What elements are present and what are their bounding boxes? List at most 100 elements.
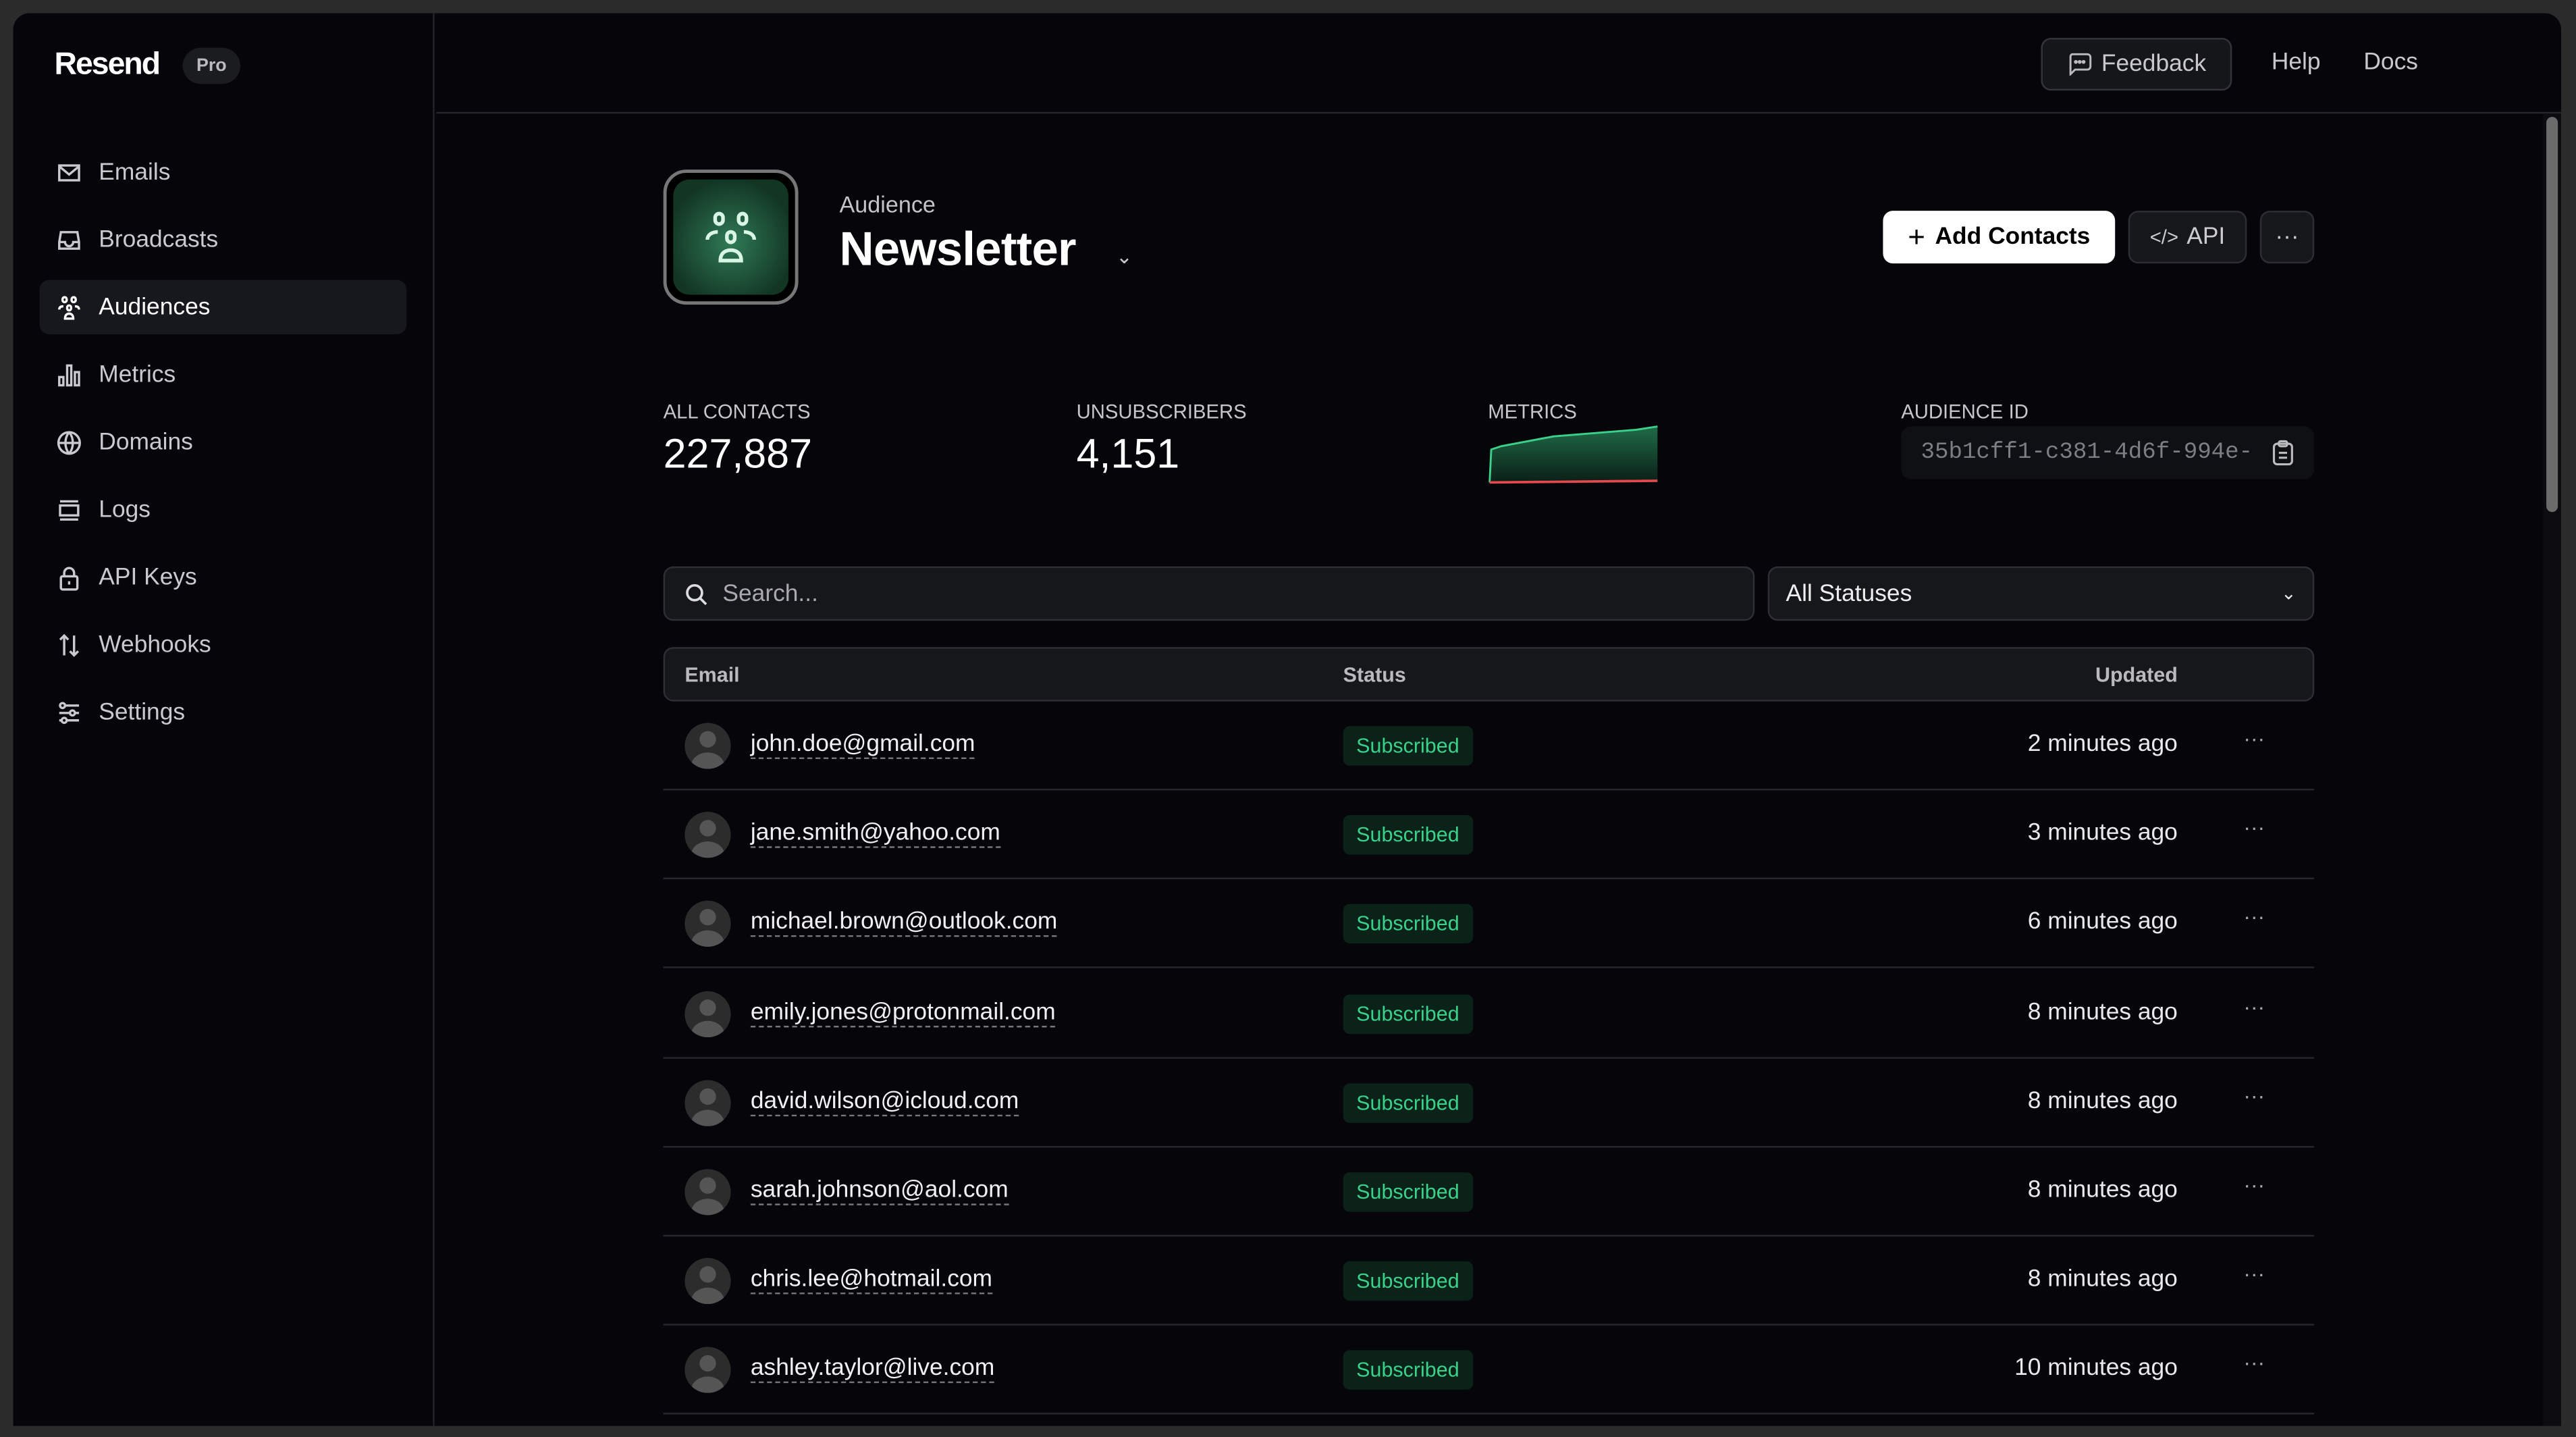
table-row[interactable]: ashley.taylor@live.com Subscribed 10 minut… xyxy=(663,1326,2315,1415)
more-options-button[interactable]: ··· xyxy=(2259,211,2315,264)
table-row[interactable]: john.doe@gmail.com Subscribed 2 minutes ag… xyxy=(663,702,2315,791)
audience-name: Newsletter xyxy=(839,224,1077,277)
unsubscribers-value: 4,151 xyxy=(1076,431,1180,478)
sparkline-subscribed-line xyxy=(1488,425,1658,483)
plus-icon: + xyxy=(1908,219,1925,253)
row-more-options-icon[interactable]: ··· xyxy=(2243,1351,2265,1376)
sliders-icon xyxy=(59,701,80,723)
sidebar-item-label: Audiences xyxy=(99,294,211,321)
help-link[interactable]: Help xyxy=(2271,49,2321,76)
contact-email-link[interactable]: john.doe@gmail.com xyxy=(750,731,975,760)
contact-email-link[interactable]: michael.brown@outlook.com xyxy=(750,910,1058,938)
sidebar-item-label: Logs xyxy=(99,496,151,523)
sidebar-item-label: Emails xyxy=(99,159,171,186)
sidebar-item-label: Broadcasts xyxy=(99,226,219,253)
table-row[interactable]: jane.smith@yahoo.com Subscribed 3 minutes … xyxy=(663,791,2315,880)
row-more-options-icon[interactable]: ··· xyxy=(2243,815,2265,840)
sidebar-item-emails[interactable]: Emails xyxy=(40,145,407,199)
search-placeholder: Search... xyxy=(722,580,818,607)
sidebar-item-api-keys[interactable]: API Keys xyxy=(40,550,407,604)
sparkline-area xyxy=(1489,426,1658,483)
scrollbar-track[interactable] xyxy=(2543,113,2561,1426)
users-icon xyxy=(58,295,80,319)
metrics-label: METRICS xyxy=(1488,400,1577,423)
sidebar-item-audiences[interactable]: Audiences xyxy=(39,280,407,334)
sidebar-item-domains[interactable]: Domains xyxy=(40,415,407,469)
table-row[interactable]: michael.brown@outlook.com Subscribed 6 min… xyxy=(663,880,2315,969)
search-icon xyxy=(686,583,707,604)
audience-id-label: AUDIENCE ID xyxy=(1901,400,2029,423)
column-updated[interactable]: Updated xyxy=(2095,663,2178,687)
contact-email-link[interactable]: emily.jones@protonmail.com xyxy=(750,999,1056,1027)
sparkline-unsubscribed-line xyxy=(1489,479,1658,484)
avatar xyxy=(685,812,731,858)
contact-email-link[interactable]: david.wilson@icloud.com xyxy=(750,1088,1019,1116)
row-more-options-icon[interactable]: ··· xyxy=(2243,1082,2265,1108)
table-row[interactable]: sarah.johnson@aol.com Subscribed 8 minutes… xyxy=(663,1147,2315,1237)
column-email[interactable]: Email xyxy=(685,663,740,687)
inbox-icon xyxy=(58,230,80,249)
message-icon xyxy=(2068,53,2091,76)
row-more-options-icon[interactable]: ··· xyxy=(2243,726,2265,751)
all-contacts-value: 227,887 xyxy=(663,431,812,478)
row-more-options-icon[interactable]: ··· xyxy=(2243,1261,2265,1286)
sidebar: Resend Pro Emails Broadcasts Audiences Metr… xyxy=(14,13,435,1426)
sidebar-item-label: Metrics xyxy=(99,361,176,388)
updated-time: 8 minutes ago xyxy=(2027,1088,2178,1115)
column-status[interactable]: Status xyxy=(1343,663,1406,687)
status-badge: Subscribed xyxy=(1343,815,1473,855)
add-contacts-button[interactable]: + Add Contacts xyxy=(1883,211,2116,264)
audience-label: Audience xyxy=(839,190,936,217)
contact-email-link[interactable]: sarah.johnson@aol.com xyxy=(750,1177,1009,1205)
avatar xyxy=(685,1169,731,1216)
avatar xyxy=(685,1258,731,1305)
arrows-up-down-icon xyxy=(59,633,80,656)
audience-id-field[interactable]: 35b1cff1-c381-4d6f-994e-49 xyxy=(1901,426,2315,479)
status-badge: Subscribed xyxy=(1343,1261,1473,1301)
metrics-sparkline[interactable] xyxy=(1488,425,1659,488)
scrollbar-thumb[interactable] xyxy=(2546,117,2558,513)
table-row[interactable]: david.wilson@icloud.com Subscribed 8 minut… xyxy=(663,1058,2315,1147)
sidebar-item-settings[interactable]: Settings xyxy=(40,685,407,739)
updated-time: 8 minutes ago xyxy=(2027,1266,2178,1293)
api-label: API xyxy=(2186,224,2226,251)
clipboard-icon[interactable] xyxy=(2272,440,2295,466)
sidebar-item-logs[interactable]: Logs xyxy=(40,482,407,536)
row-more-options-icon[interactable]: ··· xyxy=(2243,1172,2265,1197)
docs-link[interactable]: Docs xyxy=(2363,49,2418,76)
status-badge: Subscribed xyxy=(1343,1351,1473,1390)
table-row[interactable]: emily.jones@protonmail.com Subscribed 8 mi… xyxy=(663,969,2315,1058)
mail-icon xyxy=(58,163,80,181)
updated-time: 6 minutes ago xyxy=(2027,909,2178,936)
contact-email-link[interactable]: ashley.taylor@live.com xyxy=(750,1356,995,1384)
table-row[interactable]: chris.lee@hotmail.com Subscribed 8 minutes… xyxy=(663,1237,2315,1326)
search-input[interactable]: Search... xyxy=(663,566,1755,621)
sidebar-item-webhooks[interactable]: Webhooks xyxy=(40,617,407,671)
row-more-options-icon[interactable]: ··· xyxy=(2243,904,2265,930)
status-badge: Subscribed xyxy=(1343,993,1473,1034)
sidebar-item-label: Settings xyxy=(99,699,186,726)
sidebar-item-broadcasts[interactable]: Broadcasts xyxy=(40,213,407,267)
bar-chart-icon xyxy=(58,363,80,386)
audience-id-value: 35b1cff1-c381-4d6f-994e-49 xyxy=(1921,440,2251,467)
code-icon: </> xyxy=(2149,226,2179,249)
updated-time: 10 minutes ago xyxy=(2014,1355,2178,1382)
logo[interactable]: Resend xyxy=(54,47,161,82)
status-filter-select[interactable]: All Statuses ⌄ xyxy=(1767,566,2315,621)
chevron-down-icon[interactable]: ⌄ xyxy=(1116,245,1133,269)
status-filter-value: All Statuses xyxy=(1786,580,1912,607)
status-badge: Subscribed xyxy=(1343,904,1473,945)
contact-email-link[interactable]: jane.smith@yahoo.com xyxy=(750,820,1000,849)
avatar xyxy=(685,1347,731,1394)
updated-time: 3 minutes ago xyxy=(2027,820,2178,847)
contact-email-link[interactable]: chris.lee@hotmail.com xyxy=(750,1267,993,1295)
api-button[interactable]: </> API xyxy=(2128,211,2247,264)
row-more-options-icon[interactable]: ··· xyxy=(2243,993,2265,1019)
updated-time: 2 minutes ago xyxy=(2027,731,2178,758)
sidebar-item-label: Domains xyxy=(99,429,193,456)
audience-avatar xyxy=(663,169,799,305)
sidebar-item-metrics[interactable]: Metrics xyxy=(40,347,407,401)
feedback-button[interactable]: Feedback xyxy=(2041,38,2232,91)
logs-icon xyxy=(59,499,80,520)
lock-icon xyxy=(59,566,79,590)
